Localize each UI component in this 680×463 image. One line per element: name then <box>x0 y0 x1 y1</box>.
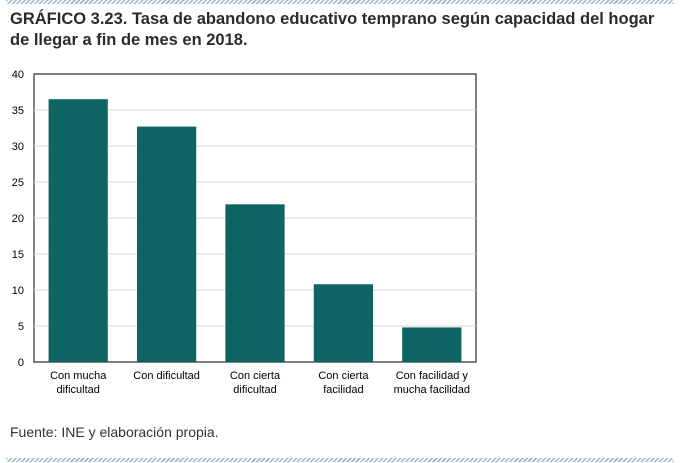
y-tick-label: 20 <box>12 213 24 225</box>
bottom-decorative-rule <box>6 458 674 462</box>
y-tick-label: 0 <box>18 357 24 369</box>
bar-3 <box>225 204 285 362</box>
x-category-label: Con cierta facilidad <box>318 370 369 396</box>
bar-4 <box>313 284 374 362</box>
y-tick-label: 40 <box>12 69 24 81</box>
y-tick-label: 10 <box>12 285 24 297</box>
top-decorative-rule <box>6 0 674 4</box>
x-category-label: Con mucha dificultad <box>50 370 107 396</box>
bar-5 <box>402 327 462 362</box>
bar-2 <box>136 126 197 362</box>
y-tick-label: 35 <box>12 105 24 117</box>
x-category-label: Con facilidad y mucha facilidad <box>394 370 470 396</box>
x-category-label: Con cierta dificultad <box>230 370 281 396</box>
bar-1 <box>48 99 108 362</box>
source-note: Fuente: INE y elaboración propia. <box>10 424 219 440</box>
x-category-label: Con dificultad <box>133 370 200 382</box>
y-tick-label: 15 <box>12 249 24 261</box>
y-tick-label: 30 <box>12 141 24 153</box>
y-tick-label: 5 <box>18 321 24 333</box>
chart-title: GRÁFICO 3.23. Tasa de abandono educativo… <box>10 10 655 49</box>
y-tick-label: 25 <box>12 177 24 189</box>
